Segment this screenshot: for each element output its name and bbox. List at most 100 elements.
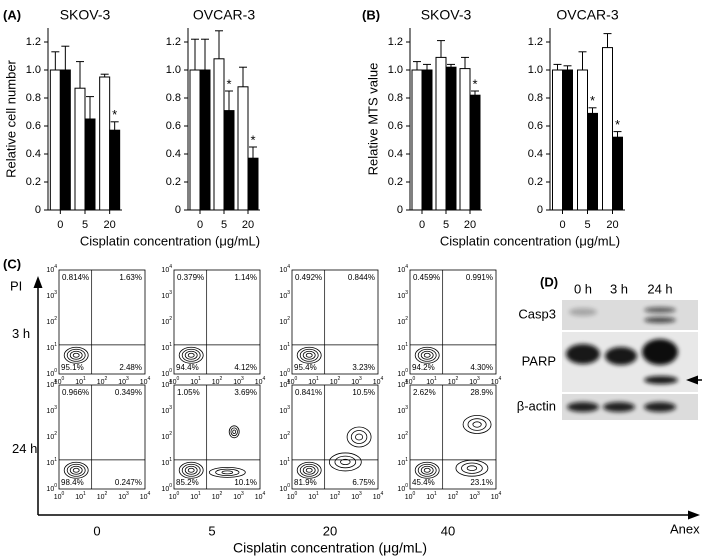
quadrant-ll: 95.1% xyxy=(61,363,84,372)
quadrant-lr: 10.1% xyxy=(234,478,257,487)
bar xyxy=(459,68,471,211)
tick-base: 10 xyxy=(373,494,381,501)
tick-base: 10 xyxy=(397,319,405,326)
contour xyxy=(187,352,195,358)
quadrant-ur: 0.844% xyxy=(348,273,375,282)
x-tick-label: 0 xyxy=(419,219,425,231)
quadrant-ur: 3.69% xyxy=(234,388,257,397)
x-tick-label: 101 xyxy=(426,376,437,386)
tick-base: 10 xyxy=(169,494,177,501)
bar xyxy=(435,56,447,211)
tick-exp: 3 xyxy=(241,491,244,497)
y-tick-label: 100 xyxy=(46,368,57,378)
contour xyxy=(461,462,483,474)
y-tick-label: 0.2 xyxy=(528,176,543,188)
tick-exp: 3 xyxy=(126,491,129,497)
y-tick-label: 102 xyxy=(397,431,408,441)
tick-exp: 4 xyxy=(405,264,408,270)
tick-exp: 0 xyxy=(405,368,408,374)
tick-exp: 2 xyxy=(287,316,290,322)
tick-exp: 2 xyxy=(169,431,172,437)
contour xyxy=(420,465,434,475)
tick-base: 10 xyxy=(161,319,169,326)
bar xyxy=(74,87,86,211)
y-tick-label: 100 xyxy=(279,368,290,378)
tick-base: 10 xyxy=(46,293,54,300)
x-tick-label: 102 xyxy=(448,376,459,386)
tick-base: 10 xyxy=(118,494,126,501)
tick-exp: 2 xyxy=(338,491,341,497)
tick-base: 10 xyxy=(448,494,456,501)
quadrant-ul: 0.459% xyxy=(413,273,440,282)
significance: * xyxy=(472,76,477,91)
band xyxy=(605,347,637,365)
y-tick-label: 0.6 xyxy=(166,120,181,132)
tick-exp: 0 xyxy=(54,368,57,374)
tick-exp: 0 xyxy=(62,491,65,497)
contour xyxy=(305,352,313,358)
contour xyxy=(187,467,195,473)
tick-base: 10 xyxy=(140,494,148,501)
quadrant-ur: 0.991% xyxy=(466,273,493,282)
quadrant-ur: 28.9% xyxy=(470,388,493,397)
tick-base: 10 xyxy=(169,379,177,386)
tick-exp: 0 xyxy=(177,491,180,497)
contour xyxy=(346,426,372,448)
y-tick-label: 102 xyxy=(161,316,172,326)
tick-base: 10 xyxy=(46,345,54,352)
tick-base: 10 xyxy=(405,494,413,501)
panel-label: (C) xyxy=(3,256,21,271)
tick-base: 10 xyxy=(161,486,169,493)
quadrant-ur: 1.63% xyxy=(119,273,142,282)
bar xyxy=(213,58,225,211)
bar xyxy=(421,69,433,211)
tick-exp: 4 xyxy=(287,264,290,270)
quadrant-ul: 0.814% xyxy=(62,273,89,282)
tick-base: 10 xyxy=(279,293,287,300)
tick-base: 10 xyxy=(287,494,295,501)
y-tick-label: 104 xyxy=(279,379,290,389)
y-tick-label: 103 xyxy=(279,405,290,415)
lane-label: 3 h xyxy=(610,281,628,296)
tick-exp: 1 xyxy=(316,491,319,497)
y-tick-label: 101 xyxy=(279,342,290,352)
bar xyxy=(59,69,71,211)
y-tick-label: 0.8 xyxy=(166,92,181,104)
x-tick-label: 100 xyxy=(54,376,65,386)
x-tick-label: 103 xyxy=(233,376,244,386)
bar xyxy=(189,69,201,211)
significance: * xyxy=(250,132,255,147)
row-label: 24 h xyxy=(12,441,37,456)
quadrant-ll: 95.4% xyxy=(294,363,317,372)
y-tick-label: 102 xyxy=(279,316,290,326)
tick-exp: 3 xyxy=(359,376,362,382)
chart-title: OVCAR-3 xyxy=(193,7,255,23)
x-tick-label: 101 xyxy=(308,491,319,501)
x-tick-label: 101 xyxy=(426,491,437,501)
contour xyxy=(184,350,198,360)
y-tick-label: 104 xyxy=(279,264,290,274)
tick-exp: 1 xyxy=(54,342,57,348)
y-tick-label: 103 xyxy=(161,290,172,300)
tick-base: 10 xyxy=(397,382,405,389)
y-tick-label: 101 xyxy=(397,457,408,467)
y-tick-label: 101 xyxy=(397,342,408,352)
tick-exp: 4 xyxy=(381,376,384,382)
quadrant-ll: 94.4% xyxy=(176,363,199,372)
bar xyxy=(577,69,588,211)
tick-exp: 0 xyxy=(62,376,65,382)
tick-exp: 1 xyxy=(316,376,319,382)
x-axis-name: Anex xyxy=(670,521,700,536)
chart-title: OVCAR-3 xyxy=(556,7,618,23)
band xyxy=(567,402,599,412)
y-tick-label: 104 xyxy=(397,379,408,389)
x-tick-label: 5 xyxy=(82,219,88,231)
tick-exp: 4 xyxy=(499,491,502,497)
x-tick-label: 100 xyxy=(287,376,298,386)
tick-exp: 4 xyxy=(169,264,172,270)
quadrant-lr: 4.12% xyxy=(234,363,257,372)
tick-base: 10 xyxy=(405,379,413,386)
tick-exp: 1 xyxy=(83,491,86,497)
x-tick-label: 100 xyxy=(287,491,298,501)
quadrant-ul: 0.966% xyxy=(62,388,89,397)
